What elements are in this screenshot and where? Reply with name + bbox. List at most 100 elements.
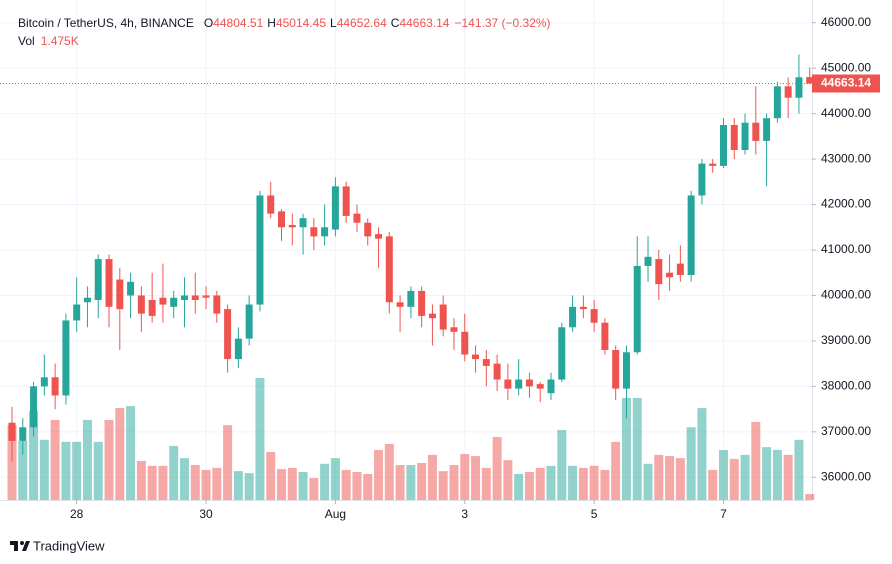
candle-body [622, 352, 630, 389]
legend-header: Bitcoin / TetherUS, 4h, BINANCE O44804.51… [18, 16, 551, 30]
volume-bar [805, 494, 815, 500]
candle-body [666, 272, 674, 278]
volume-bar [50, 419, 60, 500]
candle-body [655, 259, 663, 285]
x-tick-label: 28 [70, 507, 84, 521]
volume-bar [266, 452, 276, 500]
candle-body [191, 295, 199, 300]
y-tick-label: 45000.00 [821, 60, 871, 74]
candle-body [461, 331, 469, 355]
candle-body [213, 295, 221, 314]
volume-bar [244, 473, 254, 500]
x-tick-label: 7 [720, 507, 727, 521]
y-tick-label: 36000.00 [821, 469, 871, 483]
candle-body [159, 297, 167, 305]
volume-bar [82, 419, 92, 500]
volume-bar [7, 425, 17, 500]
candle-body [256, 195, 264, 305]
candle-body [170, 297, 178, 307]
y-tick-label: 38000.00 [821, 379, 871, 393]
volume-bar [309, 478, 319, 500]
volume-bar [136, 460, 146, 500]
x-tick-label: Aug [325, 507, 346, 521]
ohlc-prefix: H [267, 16, 276, 30]
candle-body [763, 118, 771, 141]
volume-bar [287, 467, 297, 500]
volume-bar [179, 458, 189, 500]
volume-bar [718, 449, 728, 500]
volume-bar [708, 469, 718, 500]
candle-body [590, 309, 598, 323]
volume-bar [330, 458, 340, 500]
candle-body [8, 422, 16, 441]
volume-bar [39, 439, 49, 500]
candle-body [116, 279, 124, 310]
candle-body [278, 211, 285, 228]
volume-bar [72, 441, 82, 500]
candle-body [730, 125, 738, 150]
candle-body [698, 163, 706, 196]
candle-body [504, 379, 512, 389]
ohlc-value: 44804.51 [213, 16, 263, 30]
candle-body [676, 263, 684, 275]
candle-body [364, 222, 372, 237]
volume-bar [568, 465, 578, 500]
last-price-label: 44663.14 [821, 76, 871, 90]
volume-bar [427, 454, 437, 500]
candle-body [482, 359, 490, 366]
volume-bar [126, 406, 136, 500]
volume-bar [406, 465, 416, 500]
volume-bar [783, 454, 793, 500]
candle-body [245, 304, 253, 339]
candle-body [612, 350, 620, 389]
candle-body [407, 290, 415, 307]
volume-bar [201, 469, 211, 500]
volume-bar [93, 441, 103, 500]
volume-bar [169, 445, 179, 500]
candle-body [105, 259, 113, 307]
volume-bar [740, 454, 750, 500]
candle-body [773, 86, 781, 119]
volume-value: 1.475K [41, 34, 79, 48]
candle-body [536, 384, 544, 389]
candle-body [224, 309, 232, 360]
volume-bar [611, 441, 621, 500]
candle-body [418, 290, 426, 316]
candle-body [784, 86, 792, 98]
candle-body [709, 163, 717, 166]
volume-legend: Vol 1.475K [18, 34, 79, 48]
volume-bar [352, 471, 362, 500]
volume-bar [298, 471, 308, 500]
volume-bar [449, 465, 459, 500]
volume-bar [438, 471, 448, 500]
x-tick-label: 30 [199, 507, 213, 521]
candle-body [62, 320, 70, 396]
candles [8, 54, 814, 462]
candle-body [644, 256, 652, 266]
candle-body [267, 195, 275, 214]
candle-body [752, 122, 760, 141]
candle-body [288, 225, 296, 228]
volume-bar [277, 469, 286, 500]
volume-bar [546, 465, 556, 500]
volume-bar [697, 408, 707, 500]
y-tick-label: 39000.00 [821, 333, 871, 347]
volume-bar [374, 449, 384, 500]
volume-title: Vol [18, 34, 35, 48]
volume-bar [471, 456, 481, 500]
candle-body [719, 125, 727, 166]
volume-bar [417, 462, 427, 500]
candle-body [353, 213, 361, 223]
volume-bar [363, 473, 373, 500]
ohlc-value: 44652.64 [337, 16, 387, 30]
volume-bar [341, 469, 351, 500]
volume-bar [762, 447, 772, 500]
volume-bar [460, 454, 470, 500]
volume-bar [104, 419, 114, 500]
volume-bar [729, 458, 739, 500]
candle-body [342, 186, 350, 216]
ohlc-prefix: C [391, 16, 400, 30]
volume-bar [29, 410, 39, 500]
y-tick-label: 42000.00 [821, 197, 871, 211]
volume-bar [223, 425, 233, 500]
